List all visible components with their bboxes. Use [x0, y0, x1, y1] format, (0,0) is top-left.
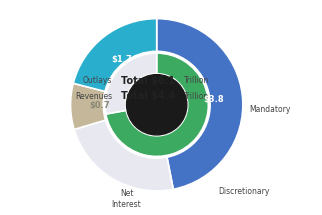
- Wedge shape: [71, 83, 106, 129]
- Circle shape: [127, 75, 187, 135]
- Wedge shape: [74, 120, 173, 191]
- Wedge shape: [106, 53, 208, 157]
- Text: Trillion: Trillion: [184, 92, 210, 101]
- Text: Revenues: Revenues: [75, 92, 112, 101]
- Text: Discretionary: Discretionary: [219, 187, 270, 197]
- Text: Trillion: Trillion: [184, 76, 210, 85]
- Wedge shape: [73, 19, 157, 91]
- Wedge shape: [157, 19, 243, 189]
- Wedge shape: [105, 53, 157, 114]
- Text: $3.8: $3.8: [203, 95, 224, 104]
- Text: Net
Interest: Net Interest: [112, 189, 141, 209]
- Text: Total $4.4: Total $4.4: [121, 91, 175, 101]
- Text: Outlays: Outlays: [82, 76, 112, 85]
- Text: $0.7: $0.7: [89, 101, 110, 110]
- Text: $1.7: $1.7: [111, 55, 132, 64]
- Text: Mandatory: Mandatory: [250, 104, 291, 114]
- Text: Total $6.1: Total $6.1: [121, 76, 175, 86]
